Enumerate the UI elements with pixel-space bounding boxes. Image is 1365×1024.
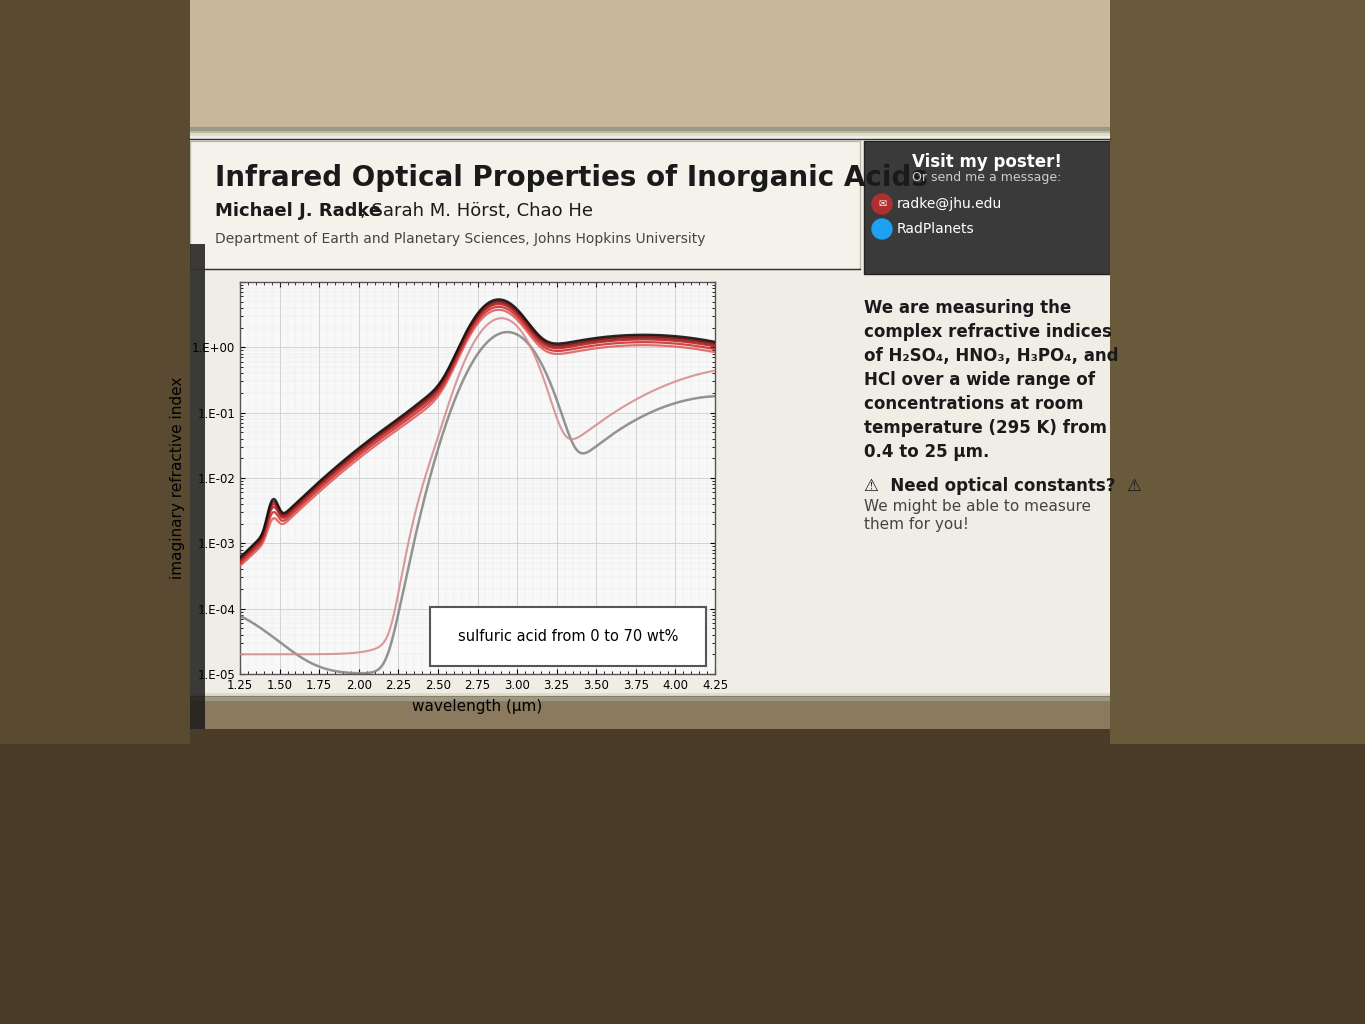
Text: concentrations at room: concentrations at room <box>864 395 1084 413</box>
Text: of H₂SO₄, HNO₃, H₃PO₄, and: of H₂SO₄, HNO₃, H₃PO₄, and <box>864 347 1118 365</box>
Text: temperature (295 K) from: temperature (295 K) from <box>864 419 1107 437</box>
FancyBboxPatch shape <box>186 134 1115 694</box>
Text: RadPlanets: RadPlanets <box>897 222 975 236</box>
Text: Infrared Optical Properties of Inorganic Acids: Infrared Optical Properties of Inorganic… <box>216 164 928 193</box>
Text: ⚠  Need optical constants?  ⚠: ⚠ Need optical constants? ⚠ <box>864 477 1143 495</box>
Text: Or send me a message:: Or send me a message: <box>912 171 1062 184</box>
Circle shape <box>872 194 891 214</box>
Circle shape <box>872 219 891 239</box>
Text: , Sarah M. Hörst, Chao He: , Sarah M. Hörst, Chao He <box>360 202 592 220</box>
Y-axis label: imaginary refractive index: imaginary refractive index <box>171 377 184 580</box>
Text: Visit my poster!: Visit my poster! <box>912 153 1062 171</box>
FancyBboxPatch shape <box>0 744 1365 1024</box>
FancyBboxPatch shape <box>0 729 1365 1024</box>
Text: them for you!: them for you! <box>864 517 969 532</box>
X-axis label: wavelength (μm): wavelength (μm) <box>412 698 543 714</box>
Text: We are measuring the: We are measuring the <box>864 299 1072 317</box>
FancyBboxPatch shape <box>430 607 706 667</box>
Text: 0.4 to 25 μm.: 0.4 to 25 μm. <box>864 443 990 461</box>
FancyBboxPatch shape <box>864 141 1110 274</box>
Text: sulfuric acid from 0 to 70 wt%: sulfuric acid from 0 to 70 wt% <box>457 630 678 644</box>
FancyBboxPatch shape <box>0 0 190 744</box>
Text: complex refractive indices: complex refractive indices <box>864 323 1112 341</box>
Text: radke@jhu.edu: radke@jhu.edu <box>897 197 1002 211</box>
Text: ✉: ✉ <box>878 199 886 209</box>
FancyBboxPatch shape <box>0 0 1365 154</box>
FancyBboxPatch shape <box>190 141 860 269</box>
FancyBboxPatch shape <box>0 0 1365 754</box>
Text: We might be able to measure: We might be able to measure <box>864 499 1091 514</box>
FancyBboxPatch shape <box>1110 0 1365 744</box>
Text: HCl over a wide range of: HCl over a wide range of <box>864 371 1095 389</box>
Text: Department of Earth and Planetary Sciences, Johns Hopkins University: Department of Earth and Planetary Scienc… <box>216 232 706 246</box>
FancyBboxPatch shape <box>0 244 205 744</box>
Text: Michael J. Radke: Michael J. Radke <box>216 202 381 220</box>
